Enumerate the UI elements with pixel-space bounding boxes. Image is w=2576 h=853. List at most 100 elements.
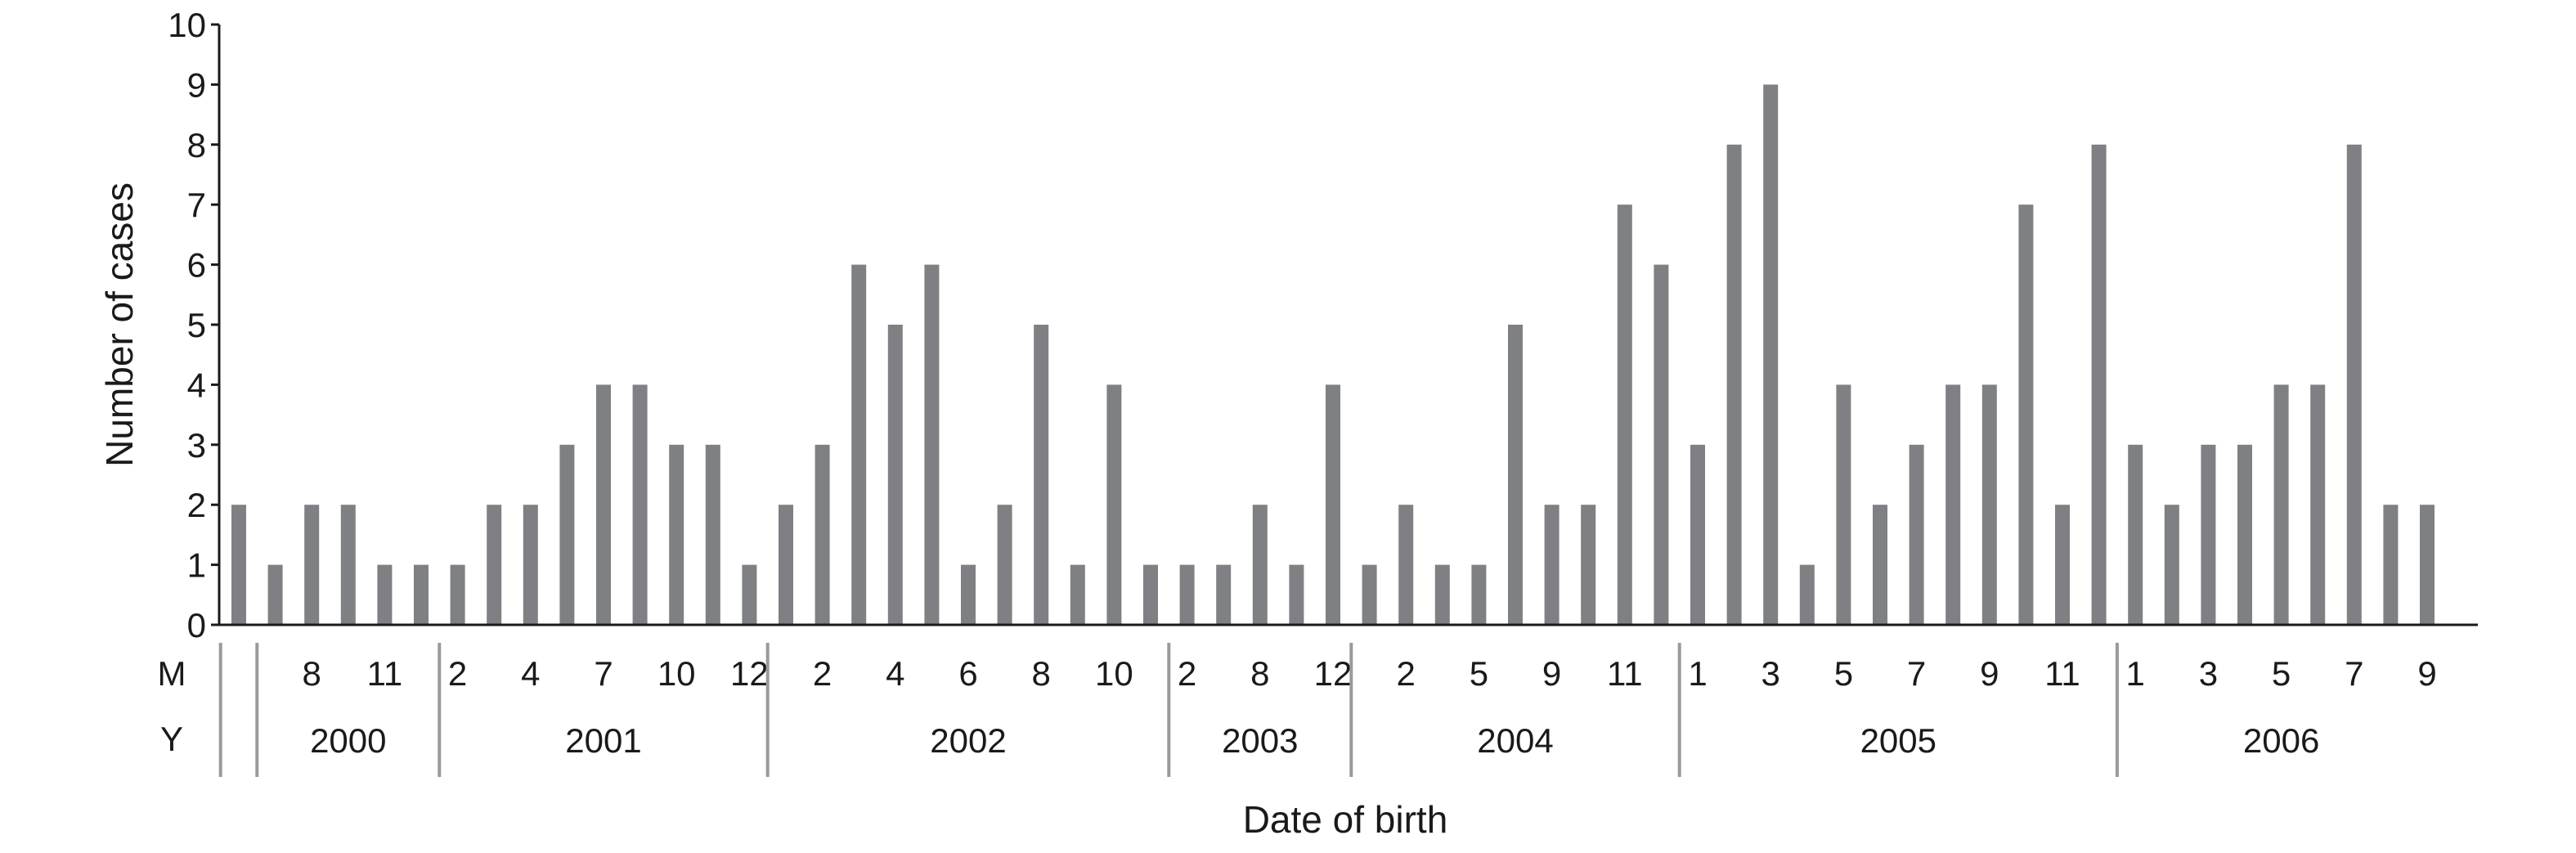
bar (1836, 384, 1851, 625)
month-tick-label: 11 (367, 654, 403, 693)
bar (1726, 144, 1742, 626)
bars-group (231, 84, 2435, 626)
y-axis-title: Number of cases (98, 182, 141, 467)
month-tick-label: 5 (1834, 654, 1853, 693)
bar (1362, 564, 1377, 625)
month-tick-label: 7 (594, 654, 613, 693)
bar (1471, 564, 1487, 625)
bar (2310, 384, 2326, 625)
bar (559, 444, 575, 625)
month-tick-label: 2 (1397, 654, 1416, 693)
y-tick-label: 6 (187, 246, 206, 285)
bar (1106, 384, 1122, 625)
y-tick-label: 7 (187, 186, 206, 224)
bar (997, 505, 1012, 625)
bar (1617, 204, 1632, 625)
bar (2346, 144, 2362, 626)
month-tick-label: 4 (521, 654, 540, 693)
bar (596, 384, 611, 625)
month-tick-label: 9 (2417, 654, 2436, 693)
bar (1326, 384, 1340, 625)
month-tick-label: 8 (1032, 654, 1051, 693)
month-tick-label: 1 (2126, 654, 2145, 693)
bar (1544, 505, 1560, 625)
month-tick-label: 2 (448, 654, 467, 693)
bar (377, 564, 393, 625)
month-tick-label: 9 (1542, 654, 1561, 693)
bar (1508, 325, 1523, 625)
bar (851, 264, 867, 625)
month-tick-label: 2 (813, 654, 832, 693)
bar (1289, 564, 1304, 625)
y-tick-label: 1 (187, 546, 206, 585)
bar (304, 505, 320, 625)
bar (1070, 564, 1085, 625)
bar (1799, 564, 1815, 625)
bar (1581, 505, 1596, 625)
month-tick-label: 4 (886, 654, 904, 693)
bar (2091, 144, 2107, 626)
bar (2055, 505, 2070, 625)
bar (2128, 444, 2143, 625)
x-axis-title: Date of birth (1243, 798, 1448, 841)
month-tick-label: 3 (2199, 654, 2218, 693)
bar (1763, 84, 1779, 625)
bar (523, 505, 538, 625)
year-label: 2006 (2243, 721, 2319, 760)
bar (924, 264, 940, 625)
month-tick-label: 9 (1980, 654, 1999, 693)
bar (2018, 204, 2034, 625)
bar (742, 564, 757, 625)
bar (1981, 384, 1997, 625)
month-tick-label: 11 (1607, 654, 1643, 693)
year-label: 2004 (1477, 721, 1553, 760)
y-tick-label: 8 (187, 126, 206, 164)
bar (1252, 505, 1268, 625)
bar (2201, 444, 2216, 625)
bar (1434, 564, 1450, 625)
y-tick-label: 9 (187, 65, 206, 104)
y-tick-label: 5 (187, 306, 206, 344)
year-label: 2001 (565, 721, 641, 760)
bar (1909, 444, 1924, 625)
bar (2273, 384, 2289, 625)
bar (1945, 384, 1961, 625)
y-tick-label: 0 (187, 606, 206, 644)
x-labels-group: 8 11 2 4 7 10 12 2 4 6 8 10 2 8 12 2 5 9 11 1 3 5 7 9 11 1 3 5 7 9200… (218, 643, 2437, 777)
month-tick-label: 8 (1250, 654, 1269, 693)
year-label: 2002 (930, 721, 1006, 760)
bar (1143, 564, 1158, 625)
bar (961, 564, 976, 625)
bar (1654, 264, 1669, 625)
y-tick-label: 10 (168, 6, 206, 44)
bar (632, 384, 648, 625)
bar (1034, 325, 1049, 625)
bar (2383, 505, 2399, 625)
bar (267, 564, 283, 625)
bar (2237, 444, 2252, 625)
year-row-label: Y (160, 720, 183, 758)
month-tick-label: 8 (303, 654, 321, 693)
y-tick-label: 2 (187, 486, 206, 524)
bar (815, 444, 830, 625)
y-tick-label: 4 (187, 366, 206, 404)
bar (1398, 505, 1414, 625)
bar (487, 505, 502, 625)
month-tick-label: 5 (2272, 654, 2291, 693)
bar (2164, 505, 2179, 625)
bar (2420, 505, 2435, 625)
bar (414, 564, 429, 625)
y-tick-label: 3 (187, 426, 206, 465)
month-tick-label: 5 (1470, 654, 1488, 693)
bar (705, 444, 720, 625)
month-tick-label: 11 (2044, 654, 2080, 693)
bar (887, 325, 903, 625)
bar (1690, 444, 1705, 625)
month-tick-label: 12 (1314, 654, 1353, 693)
month-tick-label: 10 (1095, 654, 1133, 693)
month-tick-label: 2 (1178, 654, 1196, 693)
year-label: 2005 (1860, 721, 1936, 760)
bar (669, 444, 684, 625)
month-tick-label: 7 (1907, 654, 1926, 693)
